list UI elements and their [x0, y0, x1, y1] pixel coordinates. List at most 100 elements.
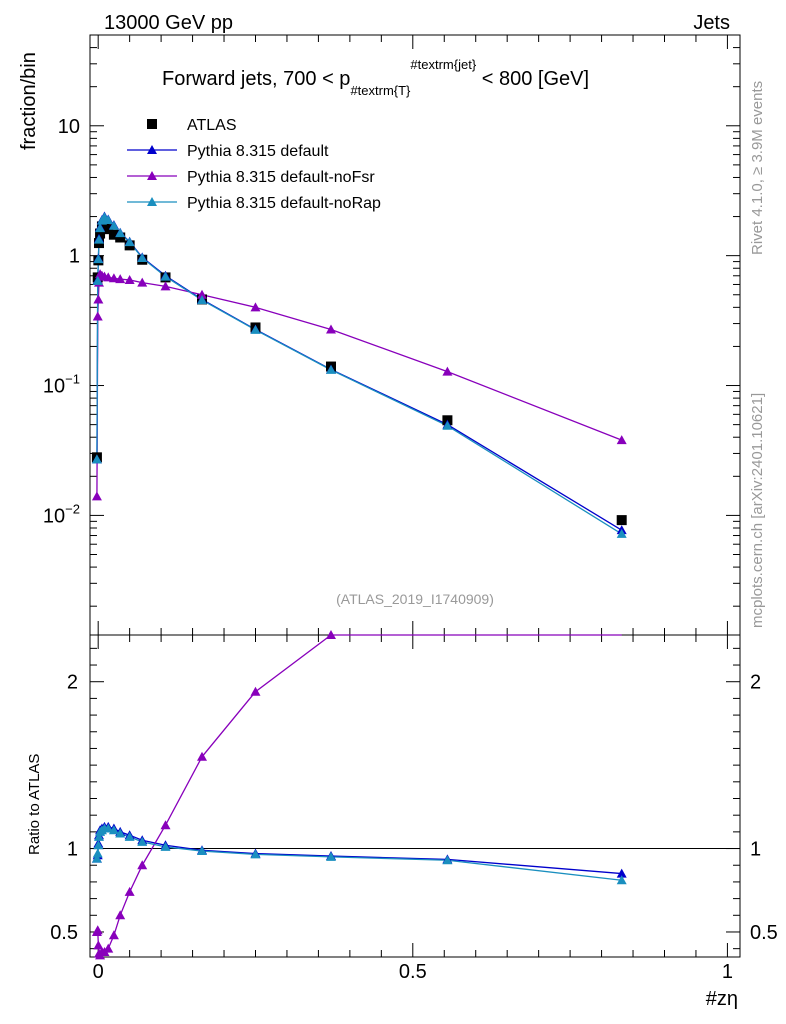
x-tick-label: 0.5	[399, 961, 427, 983]
header-jets-label: Jets	[693, 12, 730, 34]
ratio-series-group	[91, 630, 627, 960]
legend-marker-pythia-8-315-default-nofsr	[147, 171, 157, 180]
ratio-point-pythia-8-315-default-norap	[93, 831, 104, 841]
main-y-tick-label: 1	[69, 246, 80, 268]
mcplots-reference-label: mcplots.cern.ch [arXiv:2401.10621]	[749, 393, 766, 628]
main-point-atlas	[103, 224, 114, 235]
ratio-y-tick-label-right: 2	[750, 672, 761, 694]
legend-label-pythia-8-315-default-norap: Pythia 8.315 default-noRap	[187, 195, 381, 212]
ratio-plot-frame	[89, 634, 741, 958]
ratio-y-axis-label: Ratio to ATLAS	[26, 754, 43, 855]
ratio-point-pythia-8-315-default-nofsr	[108, 930, 119, 940]
ratio-point-pythia-8-315-default-norap	[93, 840, 104, 850]
ratio-point-pythia-8-315-default-nofsr	[124, 886, 135, 896]
main-point-pythia-8-315-default-nofsr	[124, 274, 135, 284]
ratio-point-pythia-8-315-default-norap	[250, 849, 261, 859]
main-point-pythia-8-315-default-norap	[197, 295, 208, 305]
ratio-point-pythia-8-315-default-norap	[137, 836, 148, 846]
main-point-pythia-8-315-default-nofsr	[616, 435, 627, 445]
main-line-pythia-8-315-default-norap	[96, 216, 623, 535]
main-point-pythia-8-315-default-nofsr	[108, 273, 119, 283]
header-energy-label: 13000 GeV pp	[104, 12, 233, 34]
main-point-pythia-8-315-default-nofsr	[160, 281, 171, 291]
x-tick-label: 1	[722, 961, 733, 983]
ratio-point-pythia-8-315-default	[616, 868, 627, 878]
main-point-pythia-8-315-default-norap	[93, 234, 104, 244]
ratio-point-pythia-8-315-default-norap	[91, 853, 102, 863]
main-plot-title: Forward jets, 700 < p#textrm{T} #textrm{j…	[162, 57, 589, 98]
main-line-pythia-8-315-default-nofsr	[96, 272, 622, 497]
ratio-point-pythia-8-315-default-nofsr	[115, 910, 126, 920]
main-point-atlas	[616, 515, 627, 526]
main-point-atlas	[108, 229, 119, 240]
main-point-pythia-8-315-default-nofsr	[93, 294, 104, 304]
main-point-pythia-8-315-default-norap	[103, 215, 114, 225]
ratio-point-pythia-8-315-default-norap	[92, 848, 103, 858]
ratio-point-pythia-8-315-default-nofsr	[103, 943, 114, 953]
title-superscript: #textrm{jet}	[410, 57, 476, 72]
main-point-pythia-8-315-default-nofsr	[92, 311, 103, 321]
ratio-point-pythia-8-315-default-norap	[103, 823, 114, 833]
main-point-pythia-8-315-default-norap	[92, 275, 103, 285]
main-point-pythia-8-315-default-nofsr	[91, 491, 102, 501]
main-point-pythia-8-315-default-norap	[250, 324, 261, 334]
ratio-axis-ticks: 0.5 0.5 1 1 2 2 0 0.5 1	[50, 635, 778, 983]
main-point-atlas	[115, 232, 126, 243]
ratio-point-pythia-8-315-default-norap	[115, 828, 126, 838]
legend: ATLAS Pythia 8.315 default Pythia 8.315 de…	[127, 117, 381, 212]
ratio-point-pythia-8-315-default-norap	[108, 825, 119, 835]
main-point-pythia-8-315-default-nofsr	[442, 366, 453, 376]
main-point-pythia-8-315-default-nofsr	[137, 277, 148, 287]
main-point-pythia-8-315-default-nofsr	[197, 289, 208, 299]
ratio-y-tick-label: 2	[67, 672, 78, 694]
main-y-tick-label: 10−1	[43, 372, 80, 398]
legend-label-pythia-8-315-default-nofsr: Pythia 8.315 default-noFsr	[187, 169, 375, 186]
ratio-point-pythia-8-315-default-norap	[442, 855, 453, 865]
main-point-pythia-8-315-default-norap	[137, 252, 148, 262]
ratio-point-pythia-8-315-default-norap	[616, 875, 627, 885]
ratio-y-tick-label-right: 1	[750, 839, 761, 861]
legend-marker-pythia-8-315-default	[147, 145, 157, 154]
x-tick-label: 0	[93, 961, 104, 983]
title-subscript: #textrm{T}	[350, 83, 411, 98]
main-point-pythia-8-315-default-norap	[160, 271, 171, 281]
main-axis-ticks: 10 1 10−1 10−2	[43, 34, 740, 635]
rivet-version-label: Rivet 4.1.0, ≥ 3.9M events	[749, 81, 766, 255]
main-y-tick-label: 10−2	[43, 501, 80, 527]
legend-marker-atlas	[147, 119, 157, 129]
main-point-pythia-8-315-default-norap	[325, 364, 336, 374]
legend-label-pythia-8-315-default: Pythia 8.315 default	[187, 143, 329, 160]
ratio-point-pythia-8-315-default-nofsr	[250, 686, 261, 696]
main-point-pythia-8-315-default-norap	[95, 223, 106, 233]
analysis-watermark: (ATLAS_2019_I1740909)	[336, 591, 494, 607]
ratio-line-pythia-8-315-default-norap	[96, 827, 622, 881]
ratio-y-tick-label: 1	[67, 839, 78, 861]
main-point-pythia-8-315-default-norap	[93, 254, 104, 264]
ratio-point-pythia-8-315-default-nofsr	[93, 940, 104, 950]
main-line-pythia-8-315-default	[96, 215, 623, 531]
title-post: < 800 [GeV]	[476, 68, 589, 90]
x-axis-label: #zη	[706, 988, 738, 1010]
ratio-point-pythia-8-315-default-nofsr	[160, 820, 171, 830]
ratio-point-pythia-8-315-default-nofsr	[92, 925, 103, 935]
main-point-pythia-8-315-default-norap	[115, 228, 126, 238]
legend-marker-pythia-8-315-default-norap	[147, 197, 157, 206]
main-point-pythia-8-315-default-norap	[91, 454, 102, 464]
ratio-point-pythia-8-315-default-norap	[197, 846, 208, 856]
ratio-point-pythia-8-315-default-nofsr	[137, 860, 148, 870]
main-point-pythia-8-315-default-norap	[616, 528, 627, 538]
ratio-point-pythia-8-315-default-nofsr	[197, 751, 208, 761]
main-y-tick-label: 10	[58, 116, 80, 138]
main-point-pythia-8-315-default-norap	[442, 420, 453, 430]
main-point-pythia-8-315-default-nofsr	[325, 324, 336, 334]
ratio-point-pythia-8-315-default-norap	[160, 841, 171, 851]
main-point-pythia-8-315-default-norap	[124, 237, 135, 247]
legend-label-atlas: ATLAS	[187, 117, 237, 134]
ratio-point-pythia-8-315-default-norap	[124, 831, 135, 841]
ratio-line-pythia-8-315-default	[96, 826, 622, 875]
ratio-y-tick-label-right: 0.5	[750, 922, 778, 944]
title-pre: Forward jets, 700 < p	[162, 68, 350, 90]
ratio-y-tick-label: 0.5	[50, 922, 78, 944]
main-point-pythia-8-315-default-nofsr	[115, 274, 126, 284]
